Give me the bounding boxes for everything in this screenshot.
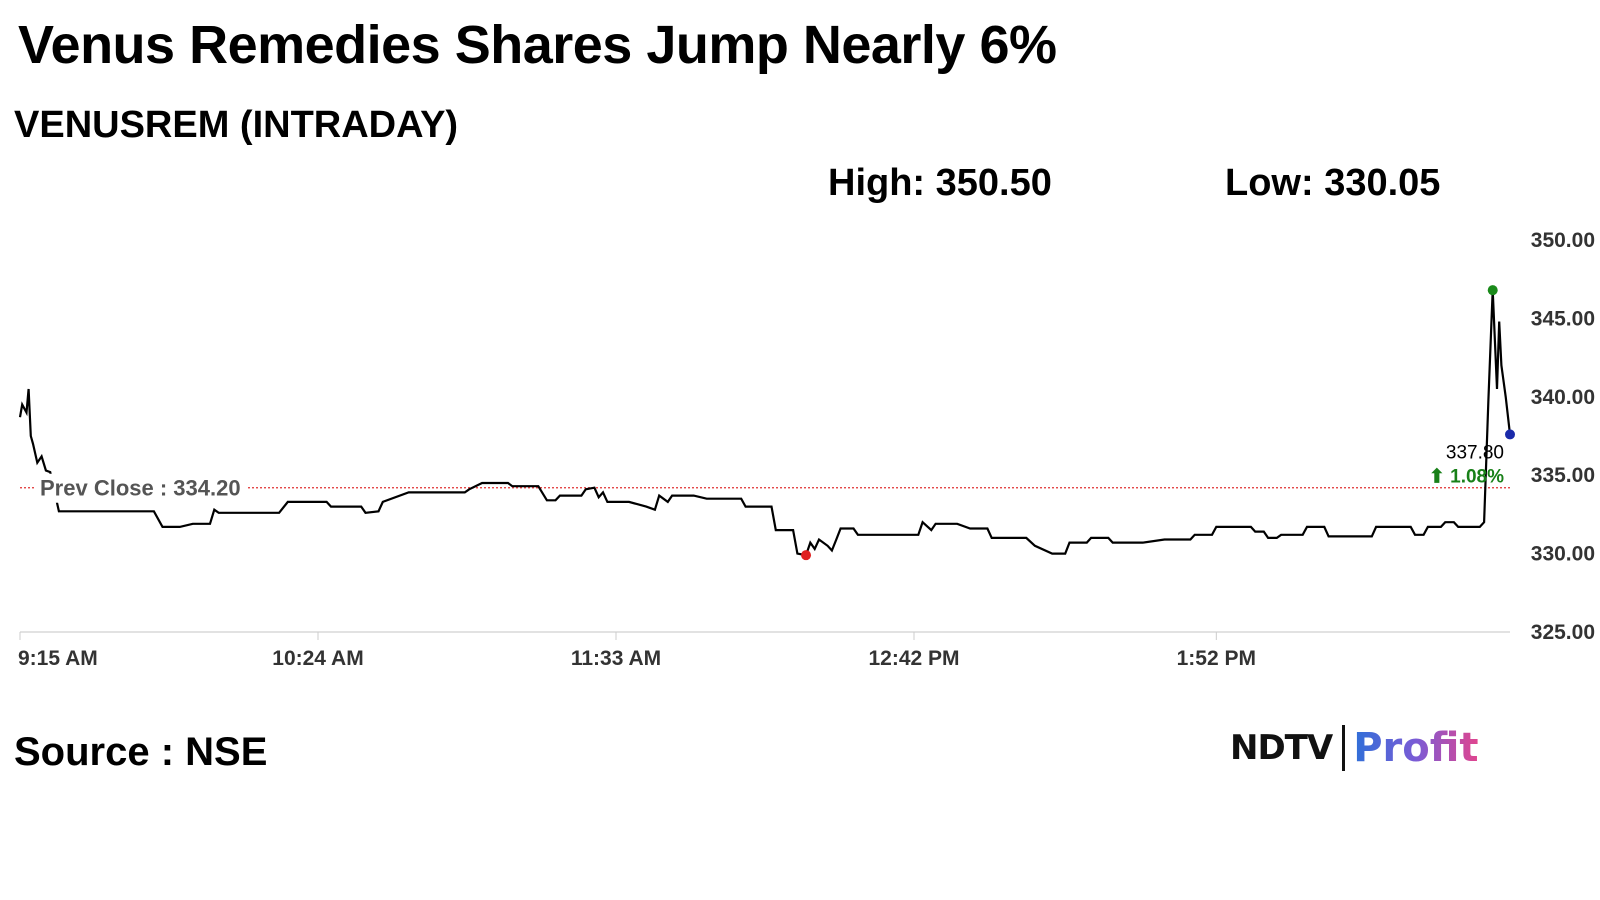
low-marker xyxy=(801,550,812,561)
x-tick-label: 11:33 AM xyxy=(571,647,661,670)
price-series-line xyxy=(18,290,1512,557)
y-tick-label: 330.00 xyxy=(1531,543,1595,566)
logo-profit-text: Profit xyxy=(1353,725,1479,771)
chart-subtitle: VENUSREM (INTRADAY) xyxy=(14,104,459,146)
prev-close-label: Prev Close : 334.20 xyxy=(40,476,241,501)
x-tick-label: 1:52 PM xyxy=(1177,647,1256,670)
chart-headline: Venus Remedies Shares Jump Nearly 6% xyxy=(18,15,1057,75)
source-note: Source : NSE xyxy=(14,730,268,774)
y-tick-label: 350.00 xyxy=(1531,229,1595,252)
change-percent-label: ⬆ 1.08% xyxy=(1429,466,1504,487)
logo-divider xyxy=(1342,725,1346,771)
high-stat: High: 350.50 xyxy=(828,162,1052,204)
prev-close-label-bg xyxy=(34,473,247,503)
x-tick-label: 10:24 AM xyxy=(272,647,363,670)
y-tick-label: 345.00 xyxy=(1531,307,1595,330)
ndtv-profit-logo: NDTV Profit xyxy=(1230,720,1478,776)
last-price-label: 337.80 xyxy=(1446,442,1504,463)
last-price-marker xyxy=(1505,429,1515,440)
y-tick-label: 325.00 xyxy=(1531,621,1595,644)
y-tick-label: 340.00 xyxy=(1531,386,1595,409)
x-tick-label: 12:42 PM xyxy=(868,647,959,670)
low-stat: Low: 330.05 xyxy=(1225,162,1441,204)
logo-ndtv-text: NDTV xyxy=(1230,728,1333,768)
x-tick-label: 9:15 AM xyxy=(18,647,98,670)
high-marker xyxy=(1487,285,1498,296)
y-tick-label: 335.00 xyxy=(1531,464,1595,487)
intraday-line-chart: 350.00 345.00 340.00 335.00 330.00 325.00 9:15… xyxy=(18,229,1595,670)
